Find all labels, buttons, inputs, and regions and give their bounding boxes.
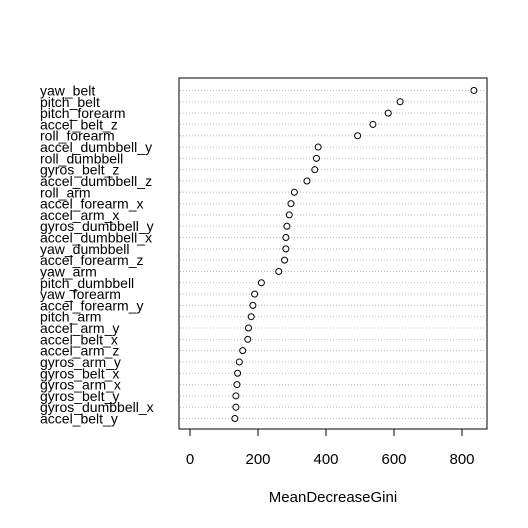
category-label: accel_dumbbell_z (40, 173, 152, 189)
data-point (290, 188, 298, 196)
plot-frame (178, 77, 488, 430)
category-label: gyros_arm_y (40, 354, 121, 370)
category-label: yaw_belt (40, 83, 95, 99)
category-label: accel_belt_x (40, 331, 118, 347)
data-point (354, 132, 362, 140)
category-label: accel_forearm_x (40, 196, 144, 212)
category-label: pitch_belt (40, 94, 100, 110)
data-point (235, 358, 243, 366)
data-point (232, 403, 240, 411)
data-point (283, 222, 291, 230)
x-axis: 0 200 400 600 800 (186, 428, 475, 468)
guide-lines (180, 90, 486, 419)
category-label: roll_dumbbell (40, 150, 123, 166)
x-tick-label: 0 (186, 451, 194, 468)
data-point (312, 154, 320, 162)
data-point (384, 109, 392, 117)
x-tick-label: 600 (381, 451, 406, 468)
data-point (239, 347, 247, 355)
data-point (396, 98, 404, 106)
data-point (314, 143, 322, 151)
data-point (244, 335, 252, 343)
category-label: accel_arm_x (40, 207, 119, 223)
category-label: accel_belt_y (40, 411, 118, 427)
category-label: gyros_belt_x (40, 365, 119, 381)
category-labels: yaw_beltpitch_beltpitch_forearmaccel_bel… (40, 83, 154, 427)
data-point (470, 87, 478, 94)
data-point (233, 381, 241, 389)
data-point (369, 120, 377, 128)
category-label: roll_arm (40, 184, 91, 200)
category-label: accel_dumbbell_x (40, 230, 152, 246)
category-label: gyros_belt_z (40, 162, 119, 178)
category-label: accel_dumbbell_y (40, 139, 152, 155)
category-label: yaw_dumbbell (40, 241, 130, 257)
x-axis-label: MeanDecreaseGini (269, 489, 397, 506)
category-label: pitch_forearm (40, 105, 126, 121)
category-label: gyros_dumbbell_x (40, 399, 154, 415)
category-label: pitch_dumbbell (40, 275, 134, 291)
category-label: yaw_arm (40, 263, 97, 279)
data-point (232, 392, 240, 400)
data-point (285, 211, 293, 219)
data-point (311, 166, 319, 174)
data-point (275, 267, 283, 275)
category-label: accel_belt_z (40, 116, 118, 132)
data-point (251, 290, 259, 298)
data-point (247, 313, 255, 321)
data-point (234, 369, 242, 377)
data-point (244, 324, 252, 332)
x-tick-label: 200 (245, 451, 270, 468)
data-point (257, 279, 265, 287)
category-label: roll_forearm (40, 128, 115, 144)
data-point (231, 415, 239, 422)
category-label: accel_forearm_z (40, 252, 144, 268)
category-label: gyros_dumbbell_y (40, 218, 154, 234)
category-label: accel_forearm_y (40, 297, 144, 313)
data-point (281, 256, 289, 264)
category-label: accel_arm_y (40, 320, 119, 336)
category-label: gyros_arm_x (40, 377, 121, 393)
category-label: gyros_belt_y (40, 388, 119, 404)
data-point (282, 245, 290, 253)
category-label: pitch_arm (40, 309, 101, 325)
category-label: yaw_forearm (40, 286, 121, 302)
data-points (231, 87, 478, 422)
x-tick-label: 800 (449, 451, 474, 468)
data-point (249, 301, 257, 309)
category-label: accel_arm_z (40, 343, 119, 359)
data-point (303, 177, 311, 185)
data-point (287, 200, 295, 208)
data-point (282, 234, 290, 242)
x-tick-label: 400 (313, 451, 338, 468)
